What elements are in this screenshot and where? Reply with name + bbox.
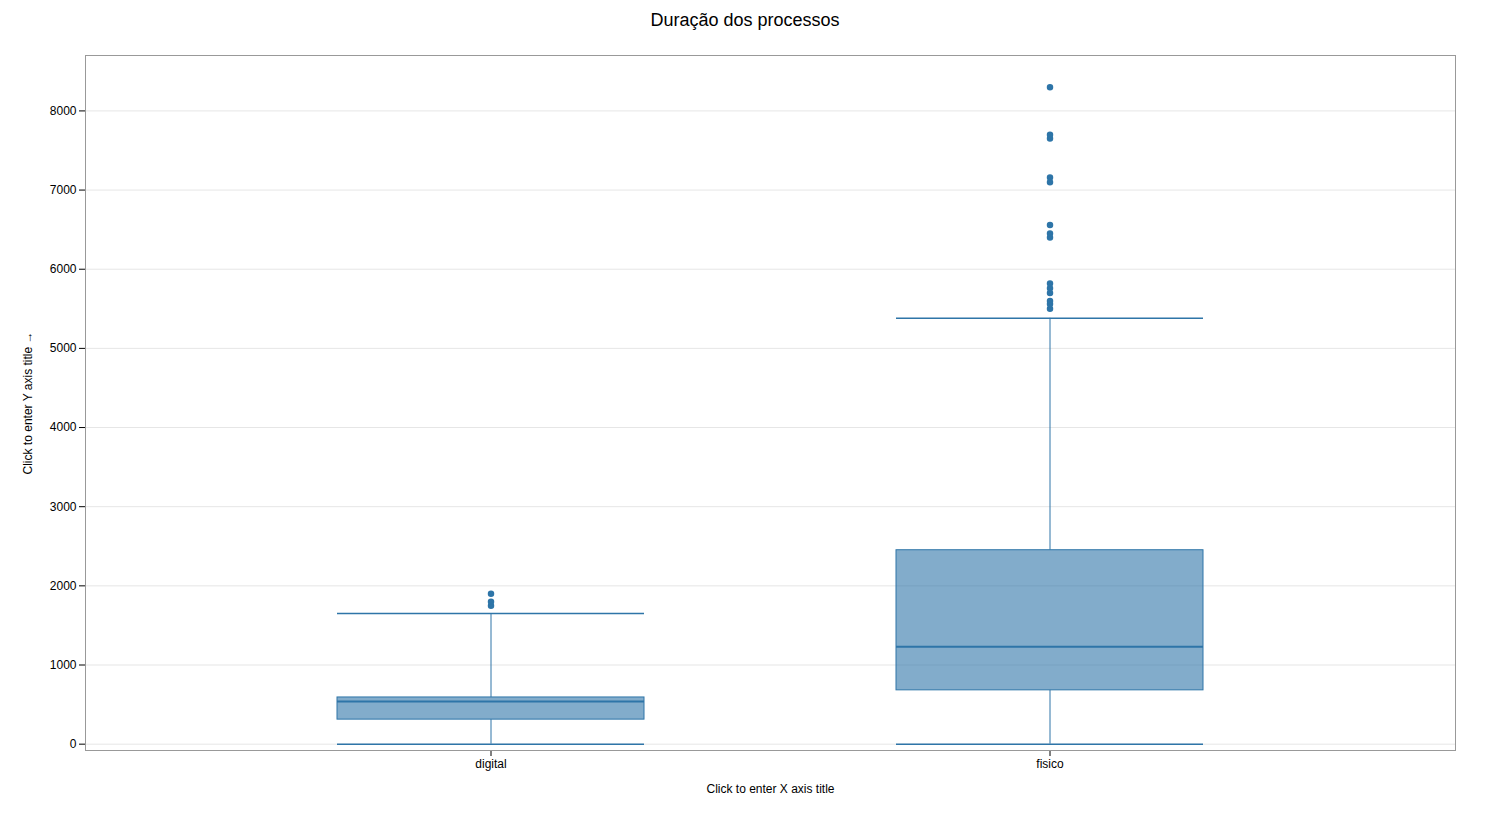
- html-text:Duração dos processos: Duração dos processos: [650, 10, 840, 30]
- svg-text:5000: 5000: [50, 341, 77, 355]
- svg-text:4000: 4000: [50, 420, 77, 434]
- svg-text:Click to enter Y axis title →: Click to enter Y axis title →: [21, 332, 35, 475]
- svg-text:7000: 7000: [50, 183, 77, 197]
- svg-text:0: 0: [70, 737, 77, 751]
- svg-text:3000: 3000: [50, 500, 77, 514]
- svg-text:digital: digital: [475, 757, 506, 771]
- svg-text:2000: 2000: [50, 579, 77, 593]
- svg-text:fisico: fisico: [1036, 757, 1064, 771]
- svg-text:Click to enter X axis title: Click to enter X axis title: [706, 782, 834, 796]
- svg-text:1000: 1000: [50, 658, 77, 672]
- svg-text:6000: 6000: [50, 262, 77, 276]
- svg-text:8000: 8000: [50, 104, 77, 118]
